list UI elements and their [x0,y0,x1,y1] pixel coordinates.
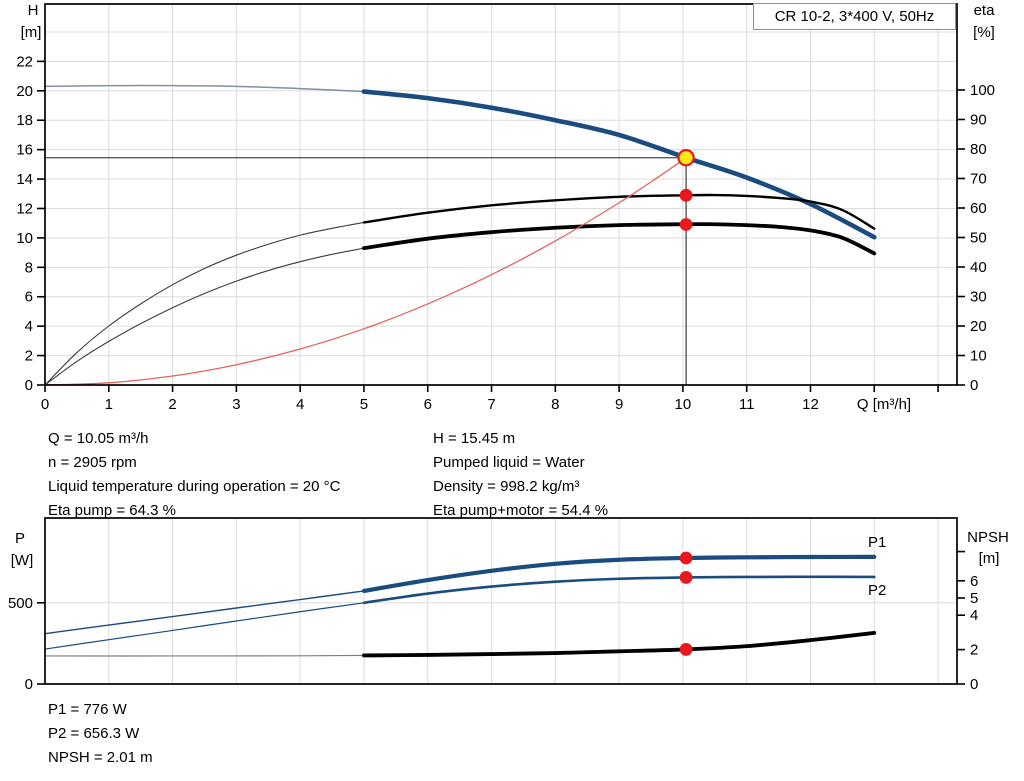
right-tick-label: 6 [970,573,978,590]
eta-pump-motor-point [679,218,693,231]
right-tick-label: 90 [970,112,987,129]
axis-label: NPSH [967,529,1009,546]
x-tick-label: 5 [360,396,368,413]
x-tick-label: 3 [232,396,240,413]
head-curve [361,89,877,240]
right-tick-label: 40 [970,259,987,276]
axis-label: P2 [868,582,886,599]
x-tick-label: 11 [739,396,755,413]
right-tick-label: 4 [970,607,978,624]
x-tick-label: 8 [551,396,559,413]
axis-label: P [15,530,25,547]
eta-pump-curve-thin [44,221,365,386]
x-tick-label: 2 [168,396,176,413]
eta-pump-curve [362,193,876,230]
left-tick-label: 22 [16,53,33,70]
left-tick-label: 6 [25,289,33,306]
p1-point [679,551,693,565]
left-tick-label: 16 [16,142,33,159]
axis-label: H [28,2,39,19]
power-info-block: P1 = 776 W P2 = 656.3 W NPSH = 2.01 m [48,698,153,770]
left-tick-label: 10 [16,230,33,247]
axis-label: [W] [11,552,34,569]
x-tick-label: 1 [105,396,113,413]
right-tick-label: 100 [970,82,995,99]
pump-model-title-box: CR 10-2, 3*400 V, 50Hz [753,3,956,30]
eta-pump-point [679,188,693,202]
axis-label: P1 [868,534,886,551]
plot-frame [44,3,958,386]
x-tick-label: 10 [675,396,692,413]
axis-label: Q [m³/h] [857,396,911,413]
duty-point[interactable] [677,149,695,167]
p1-curve-thin [44,590,365,635]
x-tick-label: 4 [296,396,304,413]
left-tick-label: 0 [25,676,33,693]
left-tick-label: 18 [16,112,33,129]
x-tick-label: 7 [487,396,495,413]
left-tick-label: 14 [16,171,33,188]
p2-point [679,571,693,584]
right-tick-label: 0 [970,676,978,693]
info-liquid-temperature: Liquid temperature during operation = 20… [48,478,341,495]
npsh-point [679,643,693,656]
eta-pump-motor-curve [362,222,877,256]
left-tick-label: 0 [25,377,33,394]
axis-label: [m] [21,24,42,41]
left-tick-label: 500 [8,595,33,612]
axis-label: eta [974,2,996,19]
left-tick-label: 20 [16,83,33,100]
right-tick-label: 80 [970,141,987,158]
axis-label: [%] [973,24,995,41]
eta-pump-motor-curve-thin [44,247,365,386]
x-tick-label: 9 [615,396,623,413]
p2-curve [362,575,876,605]
right-tick-label: 50 [970,230,987,247]
left-tick-label: 8 [25,259,33,276]
axis-label: [m] [979,550,1000,567]
info-npsh: NPSH = 2.01 m [48,749,153,766]
right-tick-label: 20 [970,318,987,335]
pump-model-title: CR 10-2, 3*400 V, 50Hz [774,8,935,25]
head-curve-thin [44,84,365,93]
x-tick-label: 12 [802,396,819,413]
p1-curve [361,554,877,594]
right-tick-label: 5 [970,590,978,607]
right-tick-label: 70 [970,171,987,188]
p2-curve-thin [44,602,365,650]
right-tick-label: 2 [970,642,978,659]
info-pumped-liquid: Pumped liquid = Water [433,454,585,471]
right-tick-label: 10 [970,348,987,365]
duty-info-left-column: Q = 10.05 m³/h n = 2905 rpm Liquid tempe… [48,427,340,523]
plot-frame [44,517,958,685]
info-p2: P2 = 656.3 W [48,725,140,742]
duty-info-right-column: H = 15.45 m Pumped liquid = Water Densit… [433,427,608,523]
left-tick-label: 4 [25,318,33,335]
left-tick-label: 12 [16,200,33,217]
right-tick-label: 0 [970,377,978,394]
right-tick-label: 30 [970,289,987,306]
info-speed: n = 2905 rpm [48,454,137,471]
info-head: H = 15.45 m [433,430,516,447]
npsh-curve [362,631,877,658]
info-p1: P1 = 776 W [48,701,127,718]
left-tick-label: 2 [25,348,33,365]
x-tick-label: 6 [424,396,432,413]
system-curve [44,157,687,386]
info-eta-pump: Eta pump = 64.3 % [48,502,176,519]
info-density: Density = 998.2 kg/m³ [433,478,580,495]
x-tick-label: 0 [41,396,49,413]
info-flow: Q = 10.05 m³/h [48,430,149,447]
right-tick-label: 60 [970,200,987,217]
info-eta-pump-motor: Eta pump+motor = 54.4 % [433,502,609,519]
npsh-curve-thin [44,654,365,657]
